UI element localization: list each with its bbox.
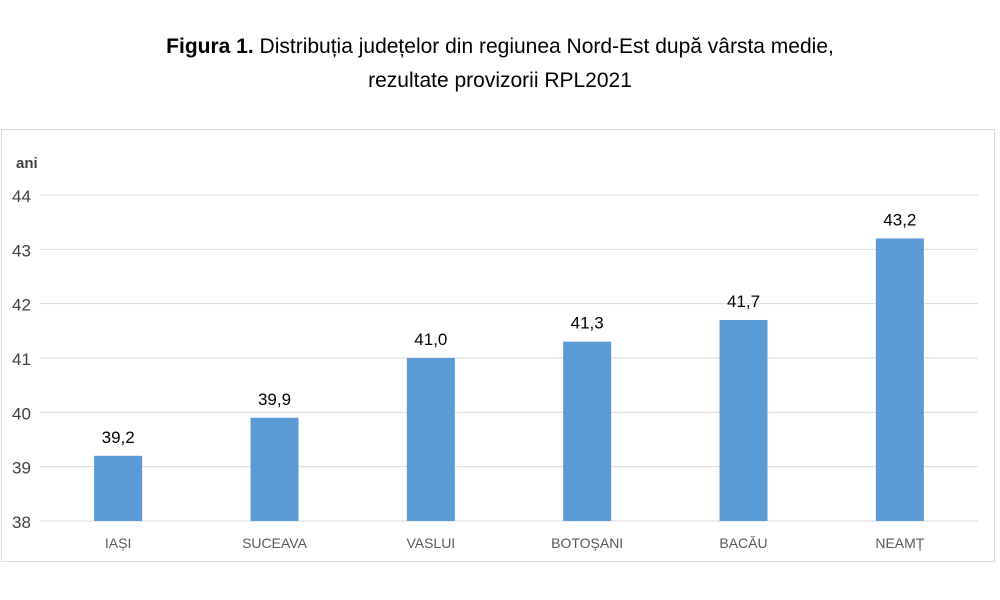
title-text-line-1: Distribuția județelor din regiunea Nord-…	[259, 35, 834, 58]
y-axis-label: ani	[16, 155, 38, 172]
data-label: 41,3	[571, 314, 604, 333]
x-tick-label: BACĂU	[719, 535, 767, 551]
title-text-line-2: rezultate provizorii RPL2021	[368, 69, 632, 92]
bar	[875, 238, 924, 521]
x-tick-label: BOTOȘANI	[551, 535, 623, 551]
data-label: 41,0	[414, 330, 447, 349]
x-tick-label: VASLUI	[406, 535, 455, 551]
y-tick-label: 40	[12, 404, 31, 423]
x-tick-label: SUCEAVA	[242, 535, 307, 551]
data-label: 41,7	[727, 292, 760, 311]
y-tick-label: 44	[12, 187, 31, 206]
chart-area: ani 38 39 40 41 42 43 44 39,2 39,9 41,0 41,3 41,7 4…	[1, 129, 995, 562]
bar	[719, 319, 768, 521]
data-label: 39,9	[258, 390, 291, 409]
data-label: 43,2	[883, 210, 916, 229]
bar	[94, 455, 143, 521]
chart-title-line-1: Figura 1. Distribuția județelor din regi…	[0, 30, 1000, 64]
bar-chart: ani 38 39 40 41 42 43 44 39,2 39,9 41,0 41,3 41,7 4…	[12, 155, 978, 551]
x-tick-label: IAȘI	[105, 535, 131, 551]
y-tick-label: 39	[12, 459, 31, 478]
y-tick-label: 42	[12, 296, 31, 315]
figure-number: Figura 1.	[166, 35, 254, 58]
bar	[406, 358, 455, 521]
bar	[250, 417, 299, 521]
y-tick-label: 41	[12, 350, 31, 369]
data-label: 39,2	[102, 428, 135, 447]
y-tick-label: 43	[12, 241, 31, 260]
y-tick-label: 38	[12, 513, 31, 532]
chart-title: Figura 1. Distribuția județelor din regi…	[0, 30, 1000, 98]
bar	[563, 341, 612, 521]
x-tick-label: NEAMȚ	[875, 535, 924, 551]
